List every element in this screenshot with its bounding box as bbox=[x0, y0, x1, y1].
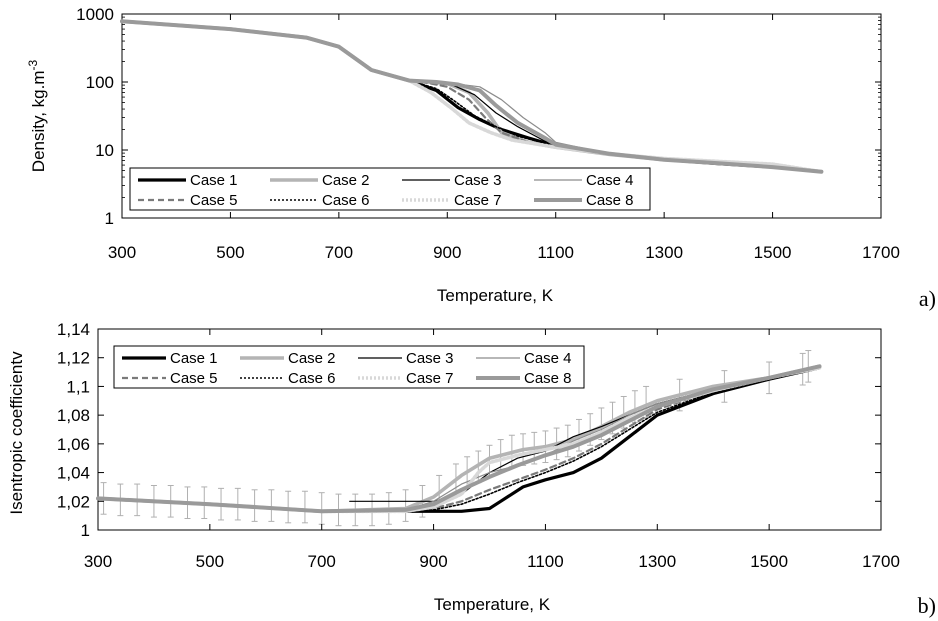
legend-item: Case 6 bbox=[270, 192, 370, 209]
legend-item: Case 1 bbox=[138, 172, 238, 189]
legend-box bbox=[129, 167, 651, 211]
legend-label: Case 7 bbox=[454, 192, 502, 209]
x-tick-label: 500 bbox=[196, 552, 224, 571]
error-bar bbox=[268, 489, 275, 522]
x-tick-label: 700 bbox=[325, 243, 353, 262]
x-tick-label: 1300 bbox=[645, 243, 683, 262]
x-axis-label-a: Temperature, K bbox=[437, 286, 554, 305]
panel-label-b: b) bbox=[918, 593, 936, 618]
legend-item: Case 2 bbox=[240, 350, 336, 367]
series-line-case-8 bbox=[120, 19, 824, 174]
legend-item: Case 5 bbox=[138, 192, 238, 209]
legend-item: Case 7 bbox=[358, 370, 454, 387]
isentropic-chart: 300 500 700 900 1100 1300 1500 1700 1 1,02 1,04 1,0… bbox=[7, 320, 936, 618]
y-axis-label-b: Isentropic coefficientv bbox=[7, 351, 26, 515]
y-tick-label: 1,06 bbox=[57, 435, 90, 454]
legend-label: Case 5 bbox=[170, 370, 218, 387]
legend-label: Case 3 bbox=[454, 172, 502, 189]
panel-label-a: a) bbox=[919, 286, 936, 311]
legend-item: Case 3 bbox=[402, 172, 502, 189]
y-tick-label: 1,1 bbox=[66, 377, 90, 396]
y-tick-label: 1,04 bbox=[57, 464, 90, 483]
legend-b: Case 1 Case 2 Case 3 Case 4 Case 5 Case 6 Case… bbox=[113, 345, 585, 389]
y-tick-label: 1 bbox=[81, 521, 90, 540]
x-tick-label: 700 bbox=[308, 552, 336, 571]
error-bar bbox=[318, 492, 325, 525]
legend-item: Case 5 bbox=[122, 370, 218, 387]
y-tick-label: 100 bbox=[86, 73, 114, 92]
legend-item: Case 4 bbox=[476, 350, 572, 367]
legend-label: Case 5 bbox=[190, 192, 238, 209]
y-tick-label: 1,14 bbox=[57, 320, 90, 339]
x-tick-label: 300 bbox=[84, 552, 112, 571]
error-bar bbox=[402, 489, 409, 522]
legend-label: Case 8 bbox=[524, 370, 572, 387]
density-chart: 300 500 700 900 1100 1300 1500 1700 1 10 100 1000 C… bbox=[26, 5, 936, 311]
svg-text:Density, kg.m-3: Density, kg.m-3 bbox=[26, 59, 48, 172]
x-tick-label: 900 bbox=[433, 243, 461, 262]
legend-label: Case 6 bbox=[322, 192, 370, 209]
y-tick-label: 1,02 bbox=[57, 492, 90, 511]
y-axis-label-a-superscript: -3 bbox=[26, 59, 40, 70]
legend-label: Case 1 bbox=[170, 350, 218, 367]
legend-label: Case 4 bbox=[586, 172, 634, 189]
x-tick-label: 1300 bbox=[638, 552, 676, 571]
x-axis-label-b: Temperature, K bbox=[434, 595, 551, 614]
x-tick-label: 1700 bbox=[862, 243, 900, 262]
legend-item: Case 4 bbox=[534, 172, 634, 189]
series-line-case-2 bbox=[120, 19, 824, 174]
axis-ticks-b: 300 500 700 900 1100 1300 1500 1700 1 1,02 1,04 1,0… bbox=[57, 320, 900, 571]
legend-label: Case 2 bbox=[288, 350, 336, 367]
error-bar bbox=[285, 490, 292, 524]
series-lines-b bbox=[96, 364, 822, 514]
legend-item: Case 8 bbox=[476, 370, 572, 387]
y-tick-label: 1000 bbox=[76, 5, 114, 24]
x-tick-label: 500 bbox=[216, 243, 244, 262]
legend-item: Case 7 bbox=[402, 192, 502, 209]
legend-label: Case 1 bbox=[190, 172, 238, 189]
legend-label: Case 8 bbox=[586, 192, 634, 209]
x-tick-label: 900 bbox=[419, 552, 447, 571]
x-tick-label: 1500 bbox=[750, 552, 788, 571]
y-tick-label: 10 bbox=[95, 141, 114, 160]
error-bar bbox=[805, 350, 812, 383]
legend-item: Case 6 bbox=[240, 370, 336, 387]
x-tick-label: 1500 bbox=[754, 243, 792, 262]
legend-label: Case 7 bbox=[406, 370, 454, 387]
series-line-case-8 bbox=[96, 364, 822, 514]
legend-item: Case 1 bbox=[122, 350, 218, 367]
plot-area-b bbox=[97, 328, 882, 531]
y-tick-label: 1 bbox=[105, 209, 114, 228]
x-tick-label: 1100 bbox=[537, 243, 574, 262]
legend-label: Case 3 bbox=[406, 350, 454, 367]
plot-area-a bbox=[121, 13, 882, 219]
x-tick-label: 1700 bbox=[862, 552, 900, 571]
legend-label: Case 2 bbox=[322, 172, 370, 189]
legend-item: Case 3 bbox=[358, 350, 454, 367]
legend-a: Case 1 Case 2 Case 3 Case 4 Case 5 Case 6 Case… bbox=[129, 167, 651, 211]
y-axis-label-a-text: Density, kg.m bbox=[29, 70, 48, 172]
legend-item: Case 8 bbox=[534, 192, 634, 209]
legend-item: Case 2 bbox=[270, 172, 370, 189]
legend-label: Case 6 bbox=[288, 370, 336, 387]
x-tick-label: 300 bbox=[108, 243, 136, 262]
legend-box bbox=[113, 345, 585, 389]
y-tick-label: 1,08 bbox=[57, 406, 90, 425]
axis-ticks-a: 300 500 700 900 1100 1300 1500 1700 1 10 100 1000 bbox=[76, 5, 900, 262]
y-tick-label: 1,12 bbox=[57, 349, 90, 368]
x-tick-label: 1100 bbox=[527, 552, 564, 571]
series-lines-a bbox=[120, 19, 824, 174]
y-axis-label-a: Density, kg.m-3 bbox=[26, 59, 48, 172]
error-bar bbox=[301, 490, 308, 524]
legend-label: Case 4 bbox=[524, 350, 572, 367]
